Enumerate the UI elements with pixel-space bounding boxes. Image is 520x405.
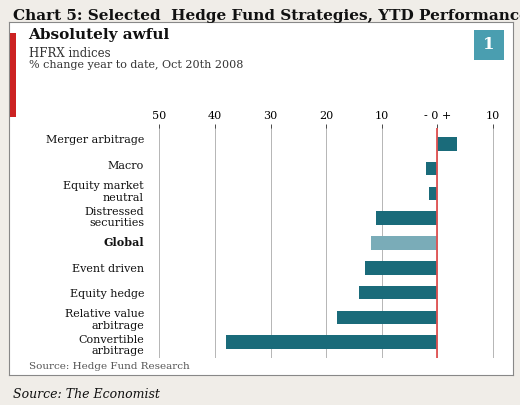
Bar <box>437 137 457 151</box>
Text: Event driven: Event driven <box>72 264 144 274</box>
Bar <box>429 187 437 200</box>
Text: Equity hedge: Equity hedge <box>70 289 144 299</box>
Text: Source: Hedge Fund Research: Source: Hedge Fund Research <box>29 362 189 371</box>
Text: Macro: Macro <box>108 161 144 171</box>
Text: Chart 5: Selected  Hedge Fund Strategies, YTD Performance: Chart 5: Selected Hedge Fund Strategies,… <box>13 9 520 23</box>
Bar <box>365 261 437 275</box>
Text: Relative value
arbitrage: Relative value arbitrage <box>64 309 144 331</box>
Text: Convertible
arbitrage: Convertible arbitrage <box>79 335 144 356</box>
Text: Equity market
neutral: Equity market neutral <box>63 181 144 202</box>
Bar <box>376 211 437 225</box>
Bar <box>371 236 437 250</box>
Bar <box>359 286 437 299</box>
Text: Distressed
securities: Distressed securities <box>84 207 144 228</box>
Text: Merger arbitrage: Merger arbitrage <box>46 135 144 145</box>
Bar <box>426 162 437 175</box>
Text: % change year to date, Oct 20th 2008: % change year to date, Oct 20th 2008 <box>29 60 243 70</box>
Text: 1: 1 <box>483 36 495 53</box>
Bar <box>337 311 437 324</box>
Text: Global: Global <box>103 237 144 249</box>
Bar <box>226 335 437 349</box>
Text: HFRX indices: HFRX indices <box>29 47 110 60</box>
Text: Source: The Economist: Source: The Economist <box>13 388 160 401</box>
Text: Absolutely awful: Absolutely awful <box>29 28 170 43</box>
